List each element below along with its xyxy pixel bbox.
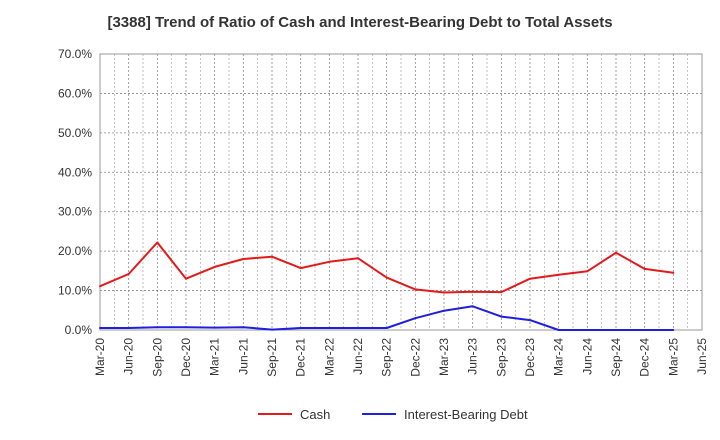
data-point bbox=[500, 291, 503, 294]
data-point bbox=[99, 285, 101, 288]
x-tick-label: Mar-25 bbox=[666, 338, 680, 376]
data-point bbox=[385, 327, 388, 330]
data-point bbox=[357, 257, 359, 260]
data-point bbox=[213, 265, 216, 268]
data-point bbox=[385, 276, 388, 279]
data-point bbox=[328, 327, 331, 330]
data-point bbox=[414, 288, 417, 291]
data-point bbox=[299, 327, 302, 330]
legend-label: Interest-Bearing Debt bbox=[404, 407, 528, 422]
data-point bbox=[299, 267, 302, 270]
x-tick-label: Jun-25 bbox=[695, 338, 709, 375]
x-tick-label: Jun-20 bbox=[122, 338, 136, 375]
data-point bbox=[271, 328, 273, 331]
x-tick-label: Mar-22 bbox=[322, 338, 336, 376]
data-point bbox=[471, 305, 474, 308]
x-tick-label: Dec-21 bbox=[294, 338, 308, 377]
data-point bbox=[443, 291, 445, 294]
data-point bbox=[586, 329, 589, 331]
data-point bbox=[615, 329, 617, 331]
plot-frame bbox=[99, 53, 703, 331]
data-point bbox=[643, 329, 646, 331]
x-tick-label: Sep-20 bbox=[150, 338, 164, 377]
data-point bbox=[213, 326, 216, 329]
data-point bbox=[500, 315, 503, 318]
y-axis-ticks: 0.0% 10.0% 20.0% 30.0% 40.0% 50.0% 60.0% 70.0% bbox=[58, 47, 92, 337]
data-point bbox=[672, 271, 675, 274]
data-point bbox=[672, 329, 675, 331]
data-point bbox=[127, 327, 130, 330]
x-tick-label: Sep-24 bbox=[609, 338, 623, 377]
data-point bbox=[615, 251, 617, 254]
y-tick-label: 40.0% bbox=[58, 165, 92, 179]
series-lines bbox=[99, 241, 675, 331]
x-tick-label: Jun-22 bbox=[351, 338, 365, 375]
x-tick-label: Dec-22 bbox=[408, 338, 422, 377]
data-point bbox=[127, 273, 130, 276]
data-point bbox=[357, 327, 359, 330]
grid bbox=[99, 53, 703, 331]
x-tick-label: Dec-20 bbox=[179, 338, 193, 377]
data-point bbox=[271, 255, 273, 258]
y-tick-label: 30.0% bbox=[58, 205, 92, 219]
x-tick-label: Sep-22 bbox=[380, 338, 394, 377]
data-point bbox=[414, 317, 417, 320]
data-point bbox=[242, 326, 245, 329]
x-tick-label: Jun-24 bbox=[580, 338, 594, 375]
data-point bbox=[185, 326, 187, 329]
legend: Cash Interest-Bearing Debt bbox=[258, 407, 528, 422]
data-point bbox=[529, 319, 531, 322]
y-tick-label: 20.0% bbox=[58, 244, 92, 258]
legend-label: Cash bbox=[300, 407, 330, 422]
x-axis-ticks: Mar-20 Jun-20 Sep-20 Dec-20 Mar-21 Jun-21 Sep-… bbox=[93, 338, 709, 377]
x-tick-label: Mar-20 bbox=[93, 338, 107, 376]
data-point bbox=[328, 260, 331, 263]
y-tick-label: 0.0% bbox=[65, 323, 93, 337]
x-tick-label: Mar-24 bbox=[552, 338, 566, 376]
x-tick-label: Jun-23 bbox=[466, 338, 480, 375]
x-tick-label: Dec-23 bbox=[523, 338, 537, 377]
y-tick-label: 70.0% bbox=[58, 47, 92, 61]
data-point bbox=[443, 309, 445, 312]
data-point bbox=[557, 273, 560, 276]
data-point bbox=[99, 327, 101, 330]
data-point bbox=[557, 329, 560, 331]
data-point bbox=[586, 270, 589, 273]
x-tick-label: Jun-21 bbox=[236, 338, 250, 375]
data-point bbox=[529, 277, 531, 280]
y-tick-label: 50.0% bbox=[58, 126, 92, 140]
data-point bbox=[643, 267, 646, 270]
x-tick-label: Sep-23 bbox=[494, 338, 508, 377]
x-tick-label: Mar-21 bbox=[208, 338, 222, 376]
data-point bbox=[242, 258, 245, 261]
data-point bbox=[185, 277, 187, 280]
data-point bbox=[156, 241, 159, 244]
x-tick-label: Mar-23 bbox=[437, 338, 451, 376]
x-tick-label: Sep-21 bbox=[265, 338, 279, 377]
y-tick-label: 10.0% bbox=[58, 284, 92, 298]
y-tick-label: 60.0% bbox=[58, 86, 92, 100]
x-tick-label: Dec-24 bbox=[638, 338, 652, 377]
data-point bbox=[156, 326, 159, 329]
data-point bbox=[471, 290, 474, 293]
chart-title: [3388] Trend of Ratio of Cash and Intere… bbox=[107, 14, 613, 31]
